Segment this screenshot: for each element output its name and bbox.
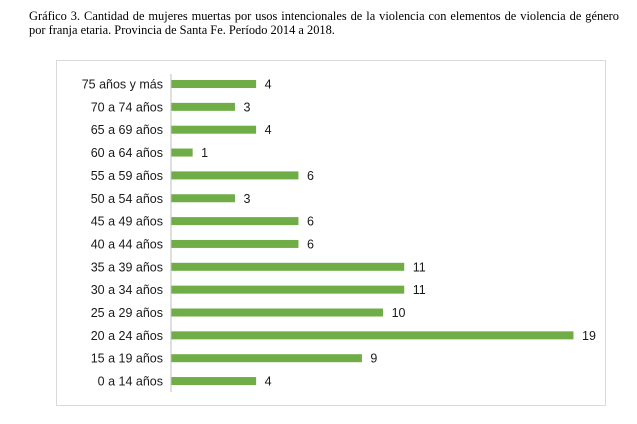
bar bbox=[171, 285, 405, 294]
y-tick-label: 25 a 29 años bbox=[91, 306, 163, 320]
y-tick-label: 30 a 34 años bbox=[91, 283, 163, 297]
y-tick-label: 15 a 19 años bbox=[91, 352, 163, 366]
data-label: 3 bbox=[243, 192, 250, 206]
y-tick-label: 75 años y más bbox=[82, 78, 163, 92]
bar bbox=[171, 239, 299, 248]
y-tick-label: 40 a 44 años bbox=[91, 237, 163, 251]
y-tick-label: 45 a 49 años bbox=[91, 215, 163, 229]
y-tick-label: 65 a 69 años bbox=[91, 123, 163, 137]
bar bbox=[171, 80, 257, 88]
bar bbox=[171, 262, 405, 271]
y-tick-label: 50 a 54 años bbox=[91, 192, 163, 206]
y-tick-label: 55 a 59 años bbox=[91, 169, 163, 183]
data-label: 9 bbox=[370, 352, 377, 366]
bar bbox=[171, 102, 235, 111]
y-tick-label: 0 a 14 años bbox=[98, 375, 163, 389]
bar bbox=[171, 331, 574, 340]
bar bbox=[171, 194, 235, 203]
y-tick-label: 20 a 24 años bbox=[91, 329, 163, 343]
bar bbox=[171, 217, 299, 226]
data-label: 6 bbox=[307, 237, 314, 251]
bar bbox=[171, 148, 193, 157]
chart-frame bbox=[56, 60, 606, 406]
data-label: 11 bbox=[413, 283, 426, 297]
data-label: 3 bbox=[243, 100, 250, 114]
data-label: 4 bbox=[265, 123, 272, 137]
data-label: 6 bbox=[307, 215, 314, 229]
bar bbox=[171, 377, 257, 386]
data-label: 19 bbox=[582, 329, 596, 343]
bar bbox=[171, 125, 257, 134]
data-label: 1 bbox=[201, 146, 208, 160]
y-tick-label: 60 a 64 años bbox=[91, 146, 163, 160]
data-label: 6 bbox=[307, 169, 314, 183]
chart-caption: Gráfico 3. Cantidad de mujeres muertas p… bbox=[29, 9, 619, 37]
data-label: 4 bbox=[265, 78, 272, 92]
data-label: 4 bbox=[265, 375, 272, 389]
y-tick-label: 35 a 39 años bbox=[91, 260, 163, 274]
y-tick-label: 70 a 74 años bbox=[91, 100, 163, 114]
bar bbox=[171, 171, 299, 180]
bar bbox=[171, 308, 384, 317]
data-label: 10 bbox=[392, 306, 406, 320]
bar bbox=[171, 354, 362, 363]
data-label: 11 bbox=[413, 260, 426, 274]
